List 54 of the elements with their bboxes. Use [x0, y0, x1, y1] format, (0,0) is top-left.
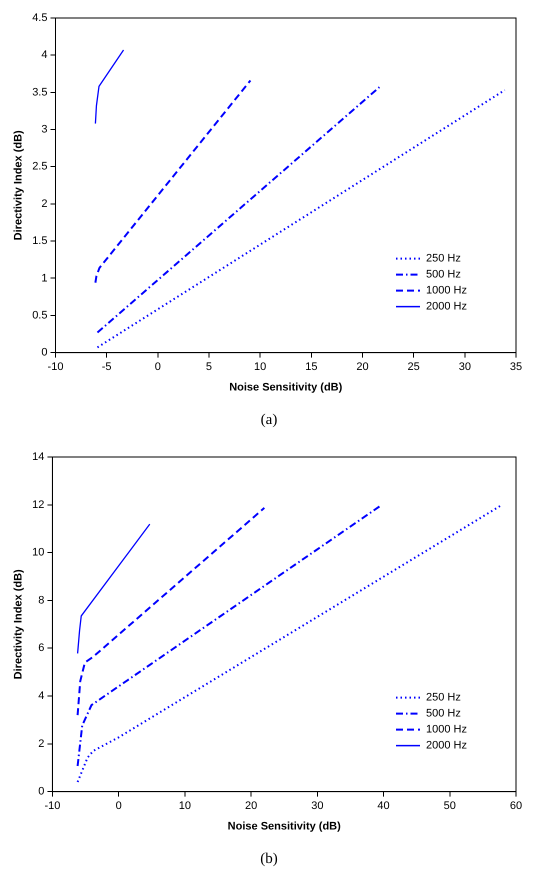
- x-axis-title: Noise Sensitivity (dB): [228, 820, 342, 832]
- y-tick-label: 4: [41, 49, 48, 62]
- x-tick-label: 10: [254, 361, 266, 374]
- y-tick-label: 2: [38, 738, 44, 750]
- legend-label: 500 Hz: [426, 708, 461, 720]
- legend-label: 250 Hz: [426, 692, 461, 704]
- y-tick-label: 1.5: [32, 235, 48, 248]
- x-tick-label: 35: [510, 361, 522, 374]
- y-tick-label: 4: [38, 690, 44, 702]
- x-tick-label: -10: [44, 800, 60, 812]
- legend-label: 1000 Hz: [426, 724, 467, 736]
- x-tick-label: 20: [244, 800, 258, 812]
- legend-label: 500 Hz: [426, 268, 461, 281]
- x-tick-label: 20: [356, 361, 369, 374]
- y-tick-label: 0: [38, 786, 44, 798]
- x-tick-label: 30: [311, 800, 324, 812]
- y-axis-title: Directivity Index (dB): [12, 130, 25, 240]
- x-tick-label: 60: [510, 800, 522, 812]
- x-tick-label: 0: [154, 361, 161, 374]
- x-axis-title: Noise Sensitivity (dB): [229, 381, 343, 394]
- y-tick-label: 4.5: [32, 12, 48, 24]
- x-tick-label: 50: [444, 800, 456, 812]
- legend-label: 1000 Hz: [426, 284, 467, 297]
- x-tick-label: -5: [102, 361, 112, 374]
- y-tick-label: 12: [32, 498, 44, 511]
- y-axis-title: Directivity Index (dB): [12, 568, 25, 680]
- y-tick-label: 2.5: [32, 160, 48, 173]
- x-tick-label: 5: [206, 361, 212, 374]
- y-tick-label: 0.5: [32, 309, 48, 322]
- y-tick-label: 14: [32, 451, 44, 464]
- line-series: [76, 504, 383, 768]
- legend-label: 2000 Hz: [426, 740, 467, 752]
- x-tick-label: 40: [377, 800, 390, 812]
- y-tick-label: 8: [38, 594, 44, 606]
- x-tick-label: 10: [178, 800, 192, 812]
- x-tick-label: 25: [408, 361, 420, 374]
- x-tick-label: -10: [48, 361, 64, 374]
- y-tick-label: 1: [41, 272, 48, 284]
- y-tick-label: 3: [41, 124, 48, 136]
- y-tick-label: 0: [41, 346, 48, 359]
- legend-label: 250 Hz: [426, 252, 461, 265]
- y-tick-label: 6: [38, 642, 44, 654]
- line-series: [76, 504, 504, 784]
- x-tick-label: 30: [458, 361, 471, 374]
- text: (b): [259, 851, 279, 868]
- y-tick-label: 2: [41, 198, 48, 210]
- x-tick-label: 15: [305, 361, 318, 374]
- x-tick-label: 0: [116, 800, 122, 812]
- line-series: [94, 79, 252, 284]
- legend-label: 2000 Hz: [426, 300, 467, 313]
- line-series: [76, 506, 266, 716]
- text: (a): [260, 412, 278, 429]
- y-tick-label: 10: [32, 546, 44, 559]
- y-tick-label: 3.5: [32, 86, 48, 98]
